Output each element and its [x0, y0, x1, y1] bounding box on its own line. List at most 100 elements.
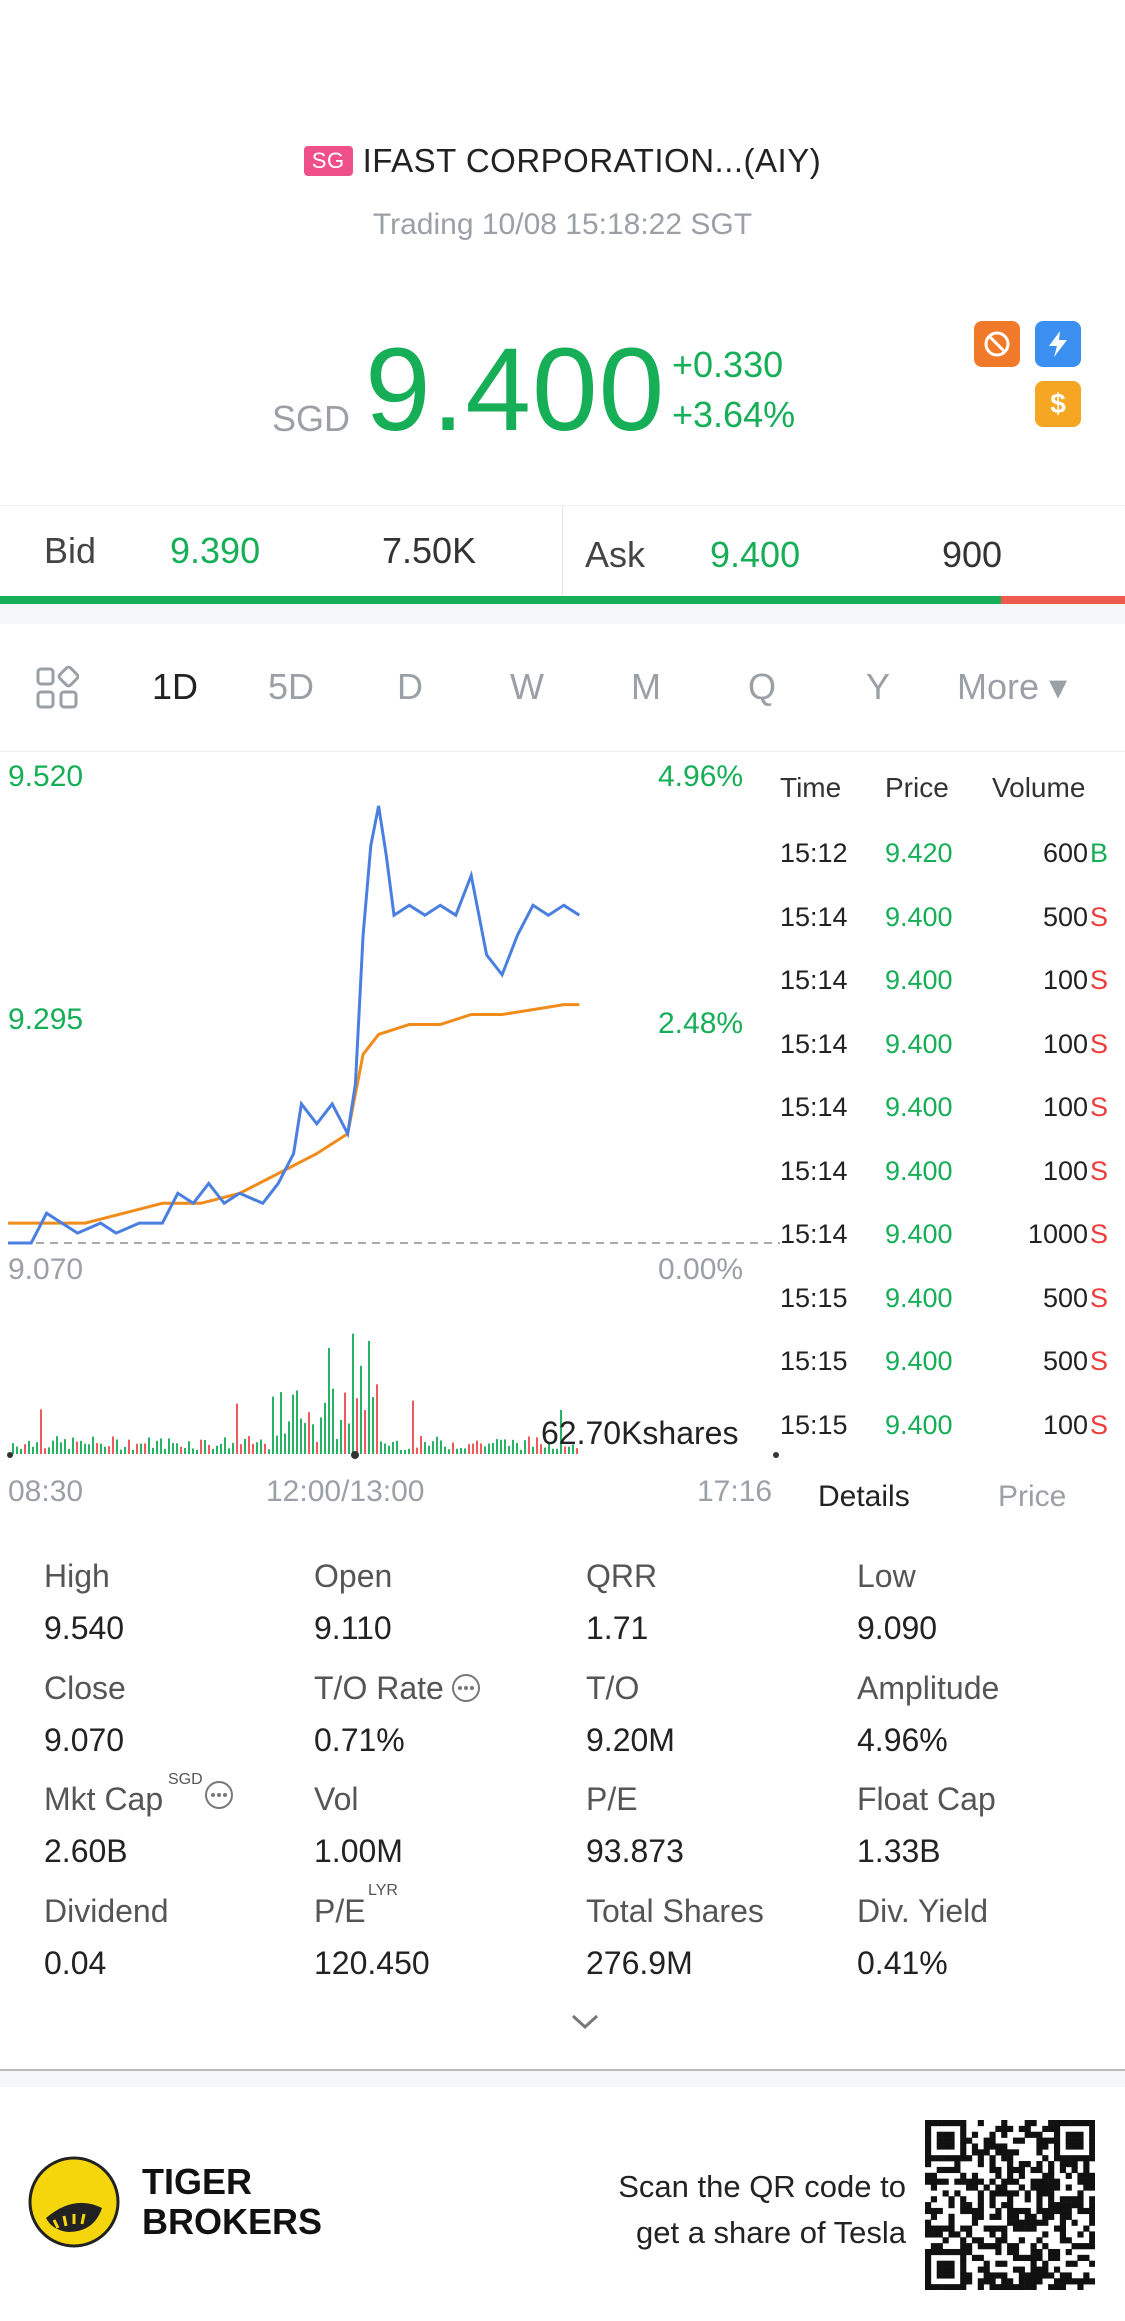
- currency-label: SGD: [272, 398, 351, 439]
- tick-time: 15:14: [780, 965, 848, 995]
- tab-more[interactable]: More ▾: [957, 666, 1068, 707]
- tab-details[interactable]: Details: [818, 1480, 910, 1513]
- volume-bar: [444, 1446, 446, 1454]
- tab-q[interactable]: Q: [748, 666, 777, 707]
- volume-bar: [148, 1437, 150, 1454]
- no-short-icon[interactable]: [974, 321, 1020, 367]
- bid-label: Bid: [44, 530, 97, 571]
- expand-chevron-icon[interactable]: [568, 2010, 602, 2039]
- volume-bar: [172, 1443, 174, 1454]
- tab-5d[interactable]: 5D: [268, 666, 315, 707]
- volume-bar: [304, 1423, 306, 1454]
- volume-bar: [176, 1443, 178, 1454]
- volume-bar: [420, 1436, 422, 1454]
- volume-bar: [108, 1446, 110, 1454]
- volume-bar: [476, 1440, 478, 1454]
- price-change: +0.330 +3.64%: [672, 340, 795, 440]
- tab-m[interactable]: M: [631, 666, 661, 707]
- tick-price: 9.400: [885, 1155, 953, 1186]
- ask-label: Ask: [585, 534, 646, 575]
- volume-bar: [88, 1444, 90, 1454]
- qr-code[interactable]: [925, 2120, 1095, 2290]
- tick-volume: 100: [1042, 1028, 1088, 1059]
- volume-bar: [496, 1439, 498, 1454]
- tick-time: 15:14: [780, 1028, 848, 1059]
- volume-bar: [140, 1443, 142, 1454]
- volume-bar: [96, 1443, 98, 1454]
- bid-ask-ratio-bar: [0, 596, 1125, 604]
- axis-dot: [773, 1452, 779, 1458]
- volume-bar: [12, 1443, 14, 1454]
- volume-bar: [412, 1400, 414, 1454]
- tick-side: S: [1089, 1346, 1108, 1376]
- y-axis-top: 9.520: [8, 760, 84, 793]
- tab-1d[interactable]: 1D: [152, 666, 199, 707]
- flash-order-icon[interactable]: [1035, 321, 1081, 367]
- tick-time: 15:15: [780, 1346, 848, 1376]
- tick-side: S: [1089, 1282, 1108, 1313]
- volume-bar: [144, 1443, 146, 1454]
- x-axis-end: 17:16: [697, 1475, 773, 1508]
- volume-bar: [244, 1438, 246, 1454]
- info-icon[interactable]: [204, 1780, 234, 1815]
- volume-bar: [128, 1439, 130, 1454]
- tick-price: 9.400: [885, 901, 953, 932]
- volume-bar: [56, 1436, 58, 1454]
- tick-volume: 100: [1042, 1092, 1088, 1122]
- tab-y[interactable]: Y: [866, 666, 891, 707]
- pe-lyr-superscript: LYR: [368, 1882, 398, 1899]
- volume-bar: [72, 1437, 74, 1454]
- dollar-icon[interactable]: $: [1035, 381, 1081, 427]
- volume-bar: [256, 1442, 258, 1454]
- volume-bar: [464, 1448, 466, 1454]
- volume-bar: [316, 1441, 318, 1454]
- info-icon[interactable]: [451, 1673, 481, 1708]
- detail-value: 9.110: [314, 1610, 392, 1646]
- volume-bar: [76, 1441, 78, 1454]
- volume-bar: [104, 1446, 106, 1454]
- tab-price[interactable]: Price: [998, 1480, 1067, 1513]
- tick-side: B: [1089, 838, 1108, 868]
- volume-bar: [272, 1396, 274, 1454]
- tick-price: 9.400: [885, 1282, 953, 1313]
- tick-side: S: [1089, 1155, 1108, 1186]
- detail-value: 9.090: [857, 1610, 938, 1646]
- volume-bars: [12, 1333, 578, 1454]
- volume-bar: [120, 1449, 122, 1454]
- divider: [562, 506, 563, 602]
- volume-bar: [136, 1443, 138, 1454]
- tick-row: 15:15 9.400 500 S: [778, 1283, 1118, 1346]
- trading-status: Trading 10/08 15:18:22 SGT: [372, 208, 753, 241]
- volume-bar: [312, 1424, 314, 1454]
- detail-label: Low: [857, 1558, 916, 1594]
- bid-size: 7.50K: [382, 530, 477, 571]
- grid-layout-icon[interactable]: [35, 665, 80, 715]
- tab-w[interactable]: W: [510, 666, 544, 707]
- last-price: 9.400: [365, 324, 666, 456]
- volume-bar: [260, 1439, 262, 1454]
- tick-row: 15:14 9.400 500 S: [778, 902, 1118, 965]
- volume-bar: [536, 1437, 538, 1454]
- tab-d[interactable]: D: [397, 666, 423, 707]
- section-separator: [0, 604, 1125, 624]
- volume-bar: [32, 1446, 34, 1454]
- volume-bar: [224, 1437, 226, 1454]
- volume-bar: [360, 1365, 362, 1454]
- intraday-chart[interactable]: [0, 752, 780, 1472]
- volume-bar: [196, 1449, 198, 1454]
- volume-bar: [112, 1436, 114, 1454]
- volume-bar: [284, 1433, 286, 1454]
- volume-bar: [400, 1449, 402, 1454]
- volume-bar: [472, 1443, 474, 1454]
- brand-line-2: BROKERS: [142, 2201, 323, 2242]
- volume-bar: [544, 1447, 546, 1454]
- volume-bar: [392, 1442, 394, 1454]
- tick-price: 9.400: [885, 965, 953, 995]
- volume-bar: [396, 1440, 398, 1454]
- price-line: [8, 805, 581, 1245]
- volume-bar: [448, 1449, 450, 1454]
- volume-bar: [484, 1446, 486, 1454]
- x-axis-start: 08:30: [8, 1475, 84, 1508]
- volume-bar: [280, 1392, 282, 1454]
- volume-bar: [276, 1435, 278, 1454]
